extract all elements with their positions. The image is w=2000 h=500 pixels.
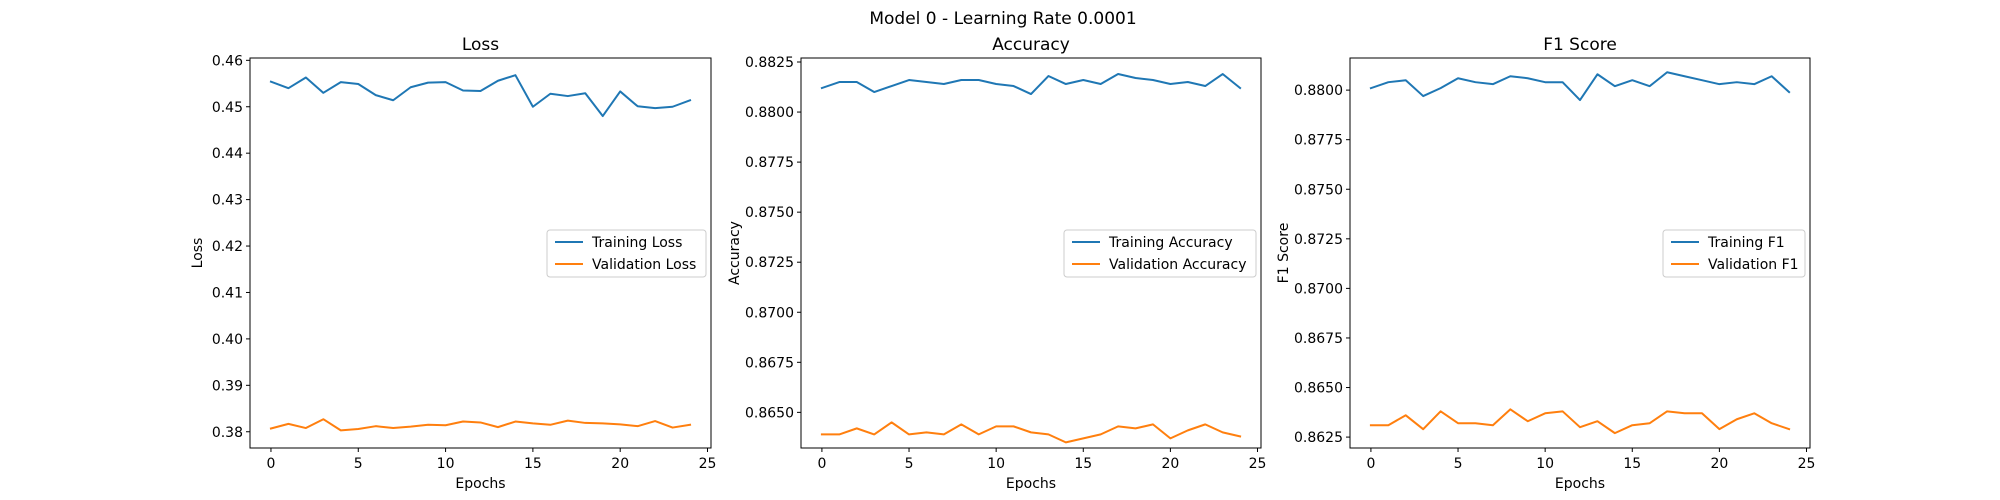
legend: Training Accuracy Validation Accuracy: [1063, 229, 1257, 278]
x-tick-label: 0: [1366, 456, 1375, 472]
y-axis-label: Accuracy: [727, 221, 743, 285]
x-tick-label: 5: [1454, 456, 1463, 472]
y-tick-label: 0.8675: [745, 355, 794, 371]
chart-panel-1: Loss 0 5 10 15 20 25 0.38 0.39 0.40 0.41 0.42 0.43 0.…: [190, 35, 716, 492]
y-tick-label: 0.8775: [745, 155, 794, 171]
chart-panel-3: F1 Score 0 5 10 15 20 25 0.8625 0.8650 0.8675 0.87…: [1276, 35, 1815, 492]
x-tick-label: 10: [437, 456, 455, 472]
y-tick-label: 0.8675: [1294, 331, 1343, 347]
y-tick-label: 0.8825: [745, 55, 794, 71]
y-axis-label: Loss: [190, 238, 206, 269]
x-tick-label: 5: [354, 456, 363, 472]
x-tick-label: 15: [524, 456, 542, 472]
legend-entry: Training F1: [1707, 235, 1785, 251]
y-tick-label: 0.8700: [745, 305, 794, 321]
legend: Training F1 Validation F1: [1662, 229, 1806, 278]
series-line-training: [269, 74, 692, 118]
legend-box: [546, 229, 707, 278]
y-tick-label: 0.8725: [1294, 232, 1343, 248]
y-tick-label: 0.42: [212, 239, 243, 255]
figure-suptitle: Model 0 - Learning Rate 0.0001: [869, 9, 1136, 29]
y-tick-label: 0.41: [212, 285, 243, 301]
x-tick-label: 0: [266, 456, 275, 472]
axes-frame: [800, 57, 1262, 449]
y-tick-label: 0.39: [212, 378, 243, 394]
y-tick-label: 0.8775: [1294, 133, 1343, 149]
x-tick-label: 20: [1710, 456, 1728, 472]
legend-entry: Training Accuracy: [1108, 235, 1233, 251]
legend: Training Loss Validation Loss: [546, 229, 707, 278]
y-tick-label: 0.44: [212, 146, 243, 162]
x-tick-label: 25: [699, 456, 717, 472]
legend-entry: Validation F1: [1708, 257, 1799, 273]
x-tick-label: 20: [1161, 456, 1179, 472]
axes-frame: [249, 57, 712, 449]
y-tick-label: 0.40: [212, 332, 243, 348]
y-axis-label: F1 Score: [1276, 223, 1292, 284]
panels: Loss 0 5 10 15 20 25 0.38 0.39 0.40 0.41 0.42 0.43 0.…: [190, 35, 1815, 492]
y-tick-label: 0.46: [212, 53, 243, 69]
legend-entry: Validation Loss: [592, 257, 696, 273]
y-tick-label: 0.8800: [1294, 83, 1343, 99]
legend-entry: Validation Accuracy: [1109, 257, 1247, 273]
chart-title: Accuracy: [992, 35, 1070, 55]
x-tick-label: 25: [1798, 456, 1816, 472]
y-tick-label: 0.8750: [745, 205, 794, 221]
series-line-validation: [820, 421, 1242, 444]
x-axis-label: Epochs: [1006, 476, 1056, 492]
chart-panel-2: Accuracy 0 5 10 15 20 25 0.8650 0.8675 0.8700 0.87…: [727, 35, 1266, 492]
x-axis-label: Epochs: [455, 476, 505, 492]
y-tick-label: 0.8800: [745, 105, 794, 121]
series-line-validation: [1369, 408, 1791, 435]
series-line-validation: [269, 418, 692, 432]
y-tick-label: 0.43: [212, 193, 243, 209]
y-tick-label: 0.8725: [745, 255, 794, 271]
y-tick-label: 0.8650: [1294, 381, 1343, 397]
y-tick-label: 0.38: [212, 425, 243, 441]
x-tick-label: 10: [1536, 456, 1554, 472]
chart-title: F1 Score: [1543, 35, 1617, 55]
x-tick-label: 15: [1074, 456, 1092, 472]
series-line-training: [820, 73, 1242, 96]
y-tick-label: 0.45: [212, 100, 243, 116]
y-tick-label: 0.8750: [1294, 182, 1343, 198]
series-line-training: [1369, 71, 1791, 102]
x-tick-label: 10: [987, 456, 1005, 472]
x-tick-label: 5: [905, 456, 914, 472]
x-tick-label: 15: [1623, 456, 1641, 472]
x-tick-label: 0: [817, 456, 826, 472]
legend-entry: Training Loss: [591, 235, 682, 251]
x-tick-label: 25: [1249, 456, 1267, 472]
x-axis-label: Epochs: [1555, 476, 1605, 492]
y-tick-label: 0.8625: [1294, 430, 1343, 446]
chart-title: Loss: [462, 35, 499, 55]
axes-frame: [1349, 57, 1811, 449]
y-tick-label: 0.8650: [745, 405, 794, 421]
legend-box: [1063, 229, 1257, 278]
x-tick-label: 20: [611, 456, 629, 472]
y-tick-label: 0.8700: [1294, 281, 1343, 297]
